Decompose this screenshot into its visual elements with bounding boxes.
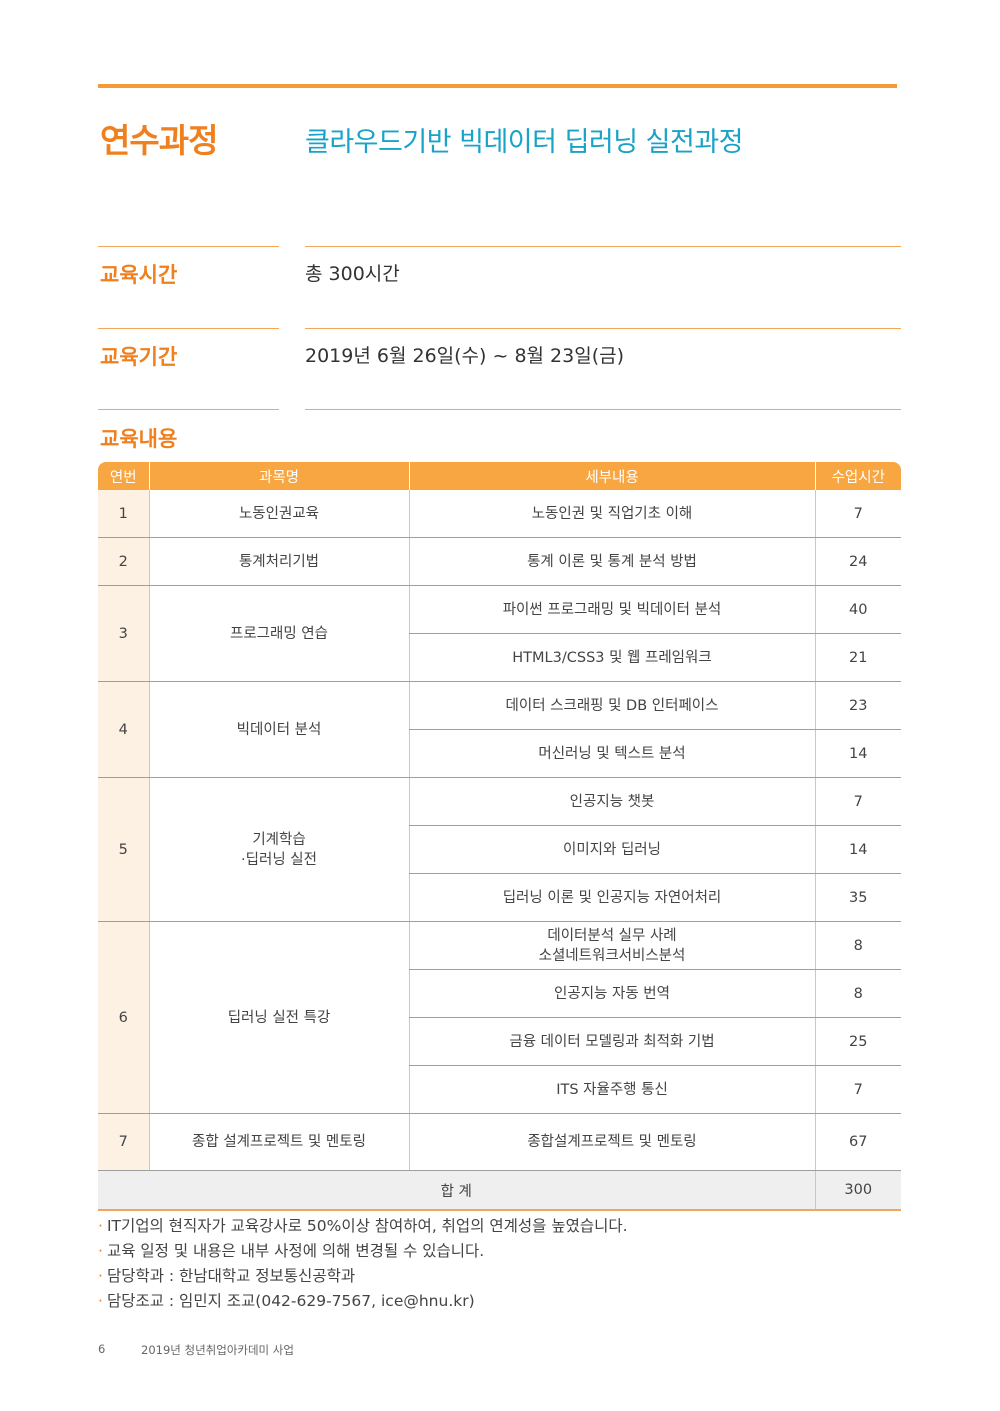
row-number: 5	[98, 777, 149, 922]
table-row: 인공지능 자동 번역 8	[98, 969, 901, 1018]
row-number: 4	[98, 681, 149, 778]
hours-cell: 25	[814, 1017, 901, 1066]
table-row: 2 통계처리기법 통계 이론 및 통계 분석 방법 24	[98, 537, 901, 586]
subject-cell: 기계학습 ·딥러닝 실전	[148, 777, 409, 922]
course-label: 연수과정	[100, 121, 218, 160]
col-header-no: 연번	[98, 462, 149, 490]
table-row: 딥러닝 이론 및 인공지능 자연어처리 35	[98, 873, 901, 922]
section-rule	[305, 246, 901, 247]
subject-cell: 통계처리기법	[148, 537, 409, 586]
period-label: 교육기간	[100, 345, 178, 369]
table-row: 이미지와 딥러닝 14	[98, 825, 901, 874]
section-rule	[98, 409, 279, 410]
row-number: 2	[98, 537, 149, 586]
bullet-icon: ·	[98, 1217, 103, 1235]
hours-cell: 7	[814, 490, 901, 538]
table-row: 7 종합 설계프로젝트 및 멘토링 종합설계프로젝트 및 멘토링 67	[98, 1113, 901, 1171]
detail-cell: 금융 데이터 모델링과 최적화 기법	[408, 1017, 815, 1066]
detail-cell: HTML3/CSS3 및 웹 프레임워크	[408, 633, 815, 682]
bullet-icon: ·	[98, 1267, 103, 1285]
detail-cell: 인공지능 자동 번역	[408, 969, 815, 1018]
total-label: 합 계	[98, 1170, 815, 1211]
hours-label: 교육시간	[100, 263, 178, 287]
hours-value: 총 300시간	[305, 263, 400, 285]
course-title: 클라우드기반 빅데이터 딥러닝 실전과정	[305, 127, 744, 158]
hours-cell: 14	[814, 729, 901, 778]
total-row: 합 계 300	[98, 1170, 901, 1211]
section-rule	[98, 246, 279, 247]
col-header-subject: 과목명	[148, 462, 409, 490]
note-item: · IT기업의 현직자가 교육강사로 50%이상 참여하여, 취업의 연계성을 높…	[98, 1214, 628, 1239]
hours-cell: 67	[814, 1113, 901, 1171]
hours-cell: 40	[814, 585, 901, 634]
detail-cell: 딥러닝 이론 및 인공지능 자연어처리	[408, 873, 815, 922]
section-rule	[305, 409, 901, 410]
detail-cell: 노동인권 및 직업기초 이해	[408, 490, 815, 538]
detail-cell: 데이터분석 실무 사례 소셜네트워크서비스분석	[408, 921, 815, 970]
footer-publication: 2019년 청년취업아카데미 사업	[141, 1343, 294, 1357]
table-row: 3 프로그래밍 연습 파이썬 프로그래밍 및 빅데이터 분석 40	[98, 585, 901, 682]
note-text: IT기업의 현직자가 교육강사로 50%이상 참여하여, 취업의 연계성을 높였…	[106, 1217, 628, 1235]
subject-cell: 종합 설계프로젝트 및 멘토링	[148, 1113, 409, 1171]
hours-cell: 7	[814, 777, 901, 826]
curriculum-table: 연번 과목명 세부내용 수업시간 1 노동인권교육 노동인권 및 직업기초 이해 7 2…	[98, 462, 901, 1211]
detail-cell: 통계 이론 및 통계 분석 방법	[408, 537, 815, 586]
row-number: 6	[98, 921, 149, 1114]
header-rule	[98, 84, 897, 88]
row-number: 1	[98, 490, 149, 538]
detail-cell: 데이터 스크래핑 및 DB 인터페이스	[408, 681, 815, 730]
row-number: 3	[98, 585, 149, 682]
table-row: 머신러닝 및 텍스트 분석 14	[98, 729, 901, 778]
note-text: 교육 일정 및 내용은 내부 사정에 의해 변경될 수 있습니다.	[106, 1242, 485, 1260]
hours-cell: 14	[814, 825, 901, 874]
col-header-hours: 수업시간	[814, 462, 901, 490]
row-number: 7	[98, 1113, 149, 1171]
table-row: HTML3/CSS3 및 웹 프레임워크 21	[98, 633, 901, 682]
hours-cell: 8	[814, 921, 901, 970]
col-header-detail: 세부내용	[408, 462, 815, 490]
page-number: 6	[98, 1342, 106, 1356]
bullet-icon: ·	[98, 1292, 103, 1310]
note-text: 담당학과 : 한남대학교 정보통신공학과	[106, 1267, 356, 1285]
hours-cell: 24	[814, 537, 901, 586]
hours-cell: 21	[814, 633, 901, 682]
table-row: ITS 자율주행 통신 7	[98, 1065, 901, 1114]
note-item: · 교육 일정 및 내용은 내부 사정에 의해 변경될 수 있습니다.	[98, 1239, 628, 1264]
table-row: 금융 데이터 모델링과 최적화 기법 25	[98, 1017, 901, 1066]
detail-cell: ITS 자율주행 통신	[408, 1065, 815, 1114]
table-body: 1 노동인권교육 노동인권 및 직업기초 이해 7 2 통계처리기법 통계 이론 및 통계 …	[98, 490, 901, 1211]
hours-cell: 35	[814, 873, 901, 922]
notes-list: · IT기업의 현직자가 교육강사로 50%이상 참여하여, 취업의 연계성을 높…	[98, 1214, 628, 1314]
detail-cell: 파이썬 프로그래밍 및 빅데이터 분석	[408, 585, 815, 634]
detail-cell: 머신러닝 및 텍스트 분석	[408, 729, 815, 778]
table-row: 1 노동인권교육 노동인권 및 직업기초 이해 7	[98, 490, 901, 538]
note-text: 담당조교 : 임민지 조교(042-629-7567, ice@hnu.kr)	[106, 1292, 475, 1310]
content-label: 교육내용	[100, 427, 178, 451]
subject-cell: 노동인권교육	[148, 490, 409, 538]
subject-cell: 프로그래밍 연습	[148, 585, 409, 682]
note-item: · 담당조교 : 임민지 조교(042-629-7567, ice@hnu.kr)	[98, 1289, 628, 1314]
detail-cell: 인공지능 챗봇	[408, 777, 815, 826]
subject-cell: 딥러닝 실전 특강	[148, 921, 409, 1114]
hours-cell: 7	[814, 1065, 901, 1114]
table-row: 6 딥러닝 실전 특강 데이터분석 실무 사례 소셜네트워크서비스분석 8	[98, 921, 901, 1114]
section-rule	[305, 328, 901, 329]
detail-cell: 이미지와 딥러닝	[408, 825, 815, 874]
detail-cell: 종합설계프로젝트 및 멘토링	[408, 1113, 815, 1171]
period-value: 2019년 6월 26일(수) ~ 8월 23일(금)	[305, 345, 625, 367]
table-header-row: 연번 과목명 세부내용 수업시간	[98, 462, 901, 490]
total-value: 300	[814, 1170, 901, 1211]
bullet-icon: ·	[98, 1242, 103, 1260]
table-row: 4 빅데이터 분석 데이터 스크래핑 및 DB 인터페이스 23	[98, 681, 901, 778]
subject-cell: 빅데이터 분석	[148, 681, 409, 778]
hours-cell: 8	[814, 969, 901, 1018]
note-item: · 담당학과 : 한남대학교 정보통신공학과	[98, 1264, 628, 1289]
section-rule	[98, 328, 279, 329]
hours-cell: 23	[814, 681, 901, 730]
table-row: 5 기계학습 ·딥러닝 실전 인공지능 챗봇 7	[98, 777, 901, 922]
